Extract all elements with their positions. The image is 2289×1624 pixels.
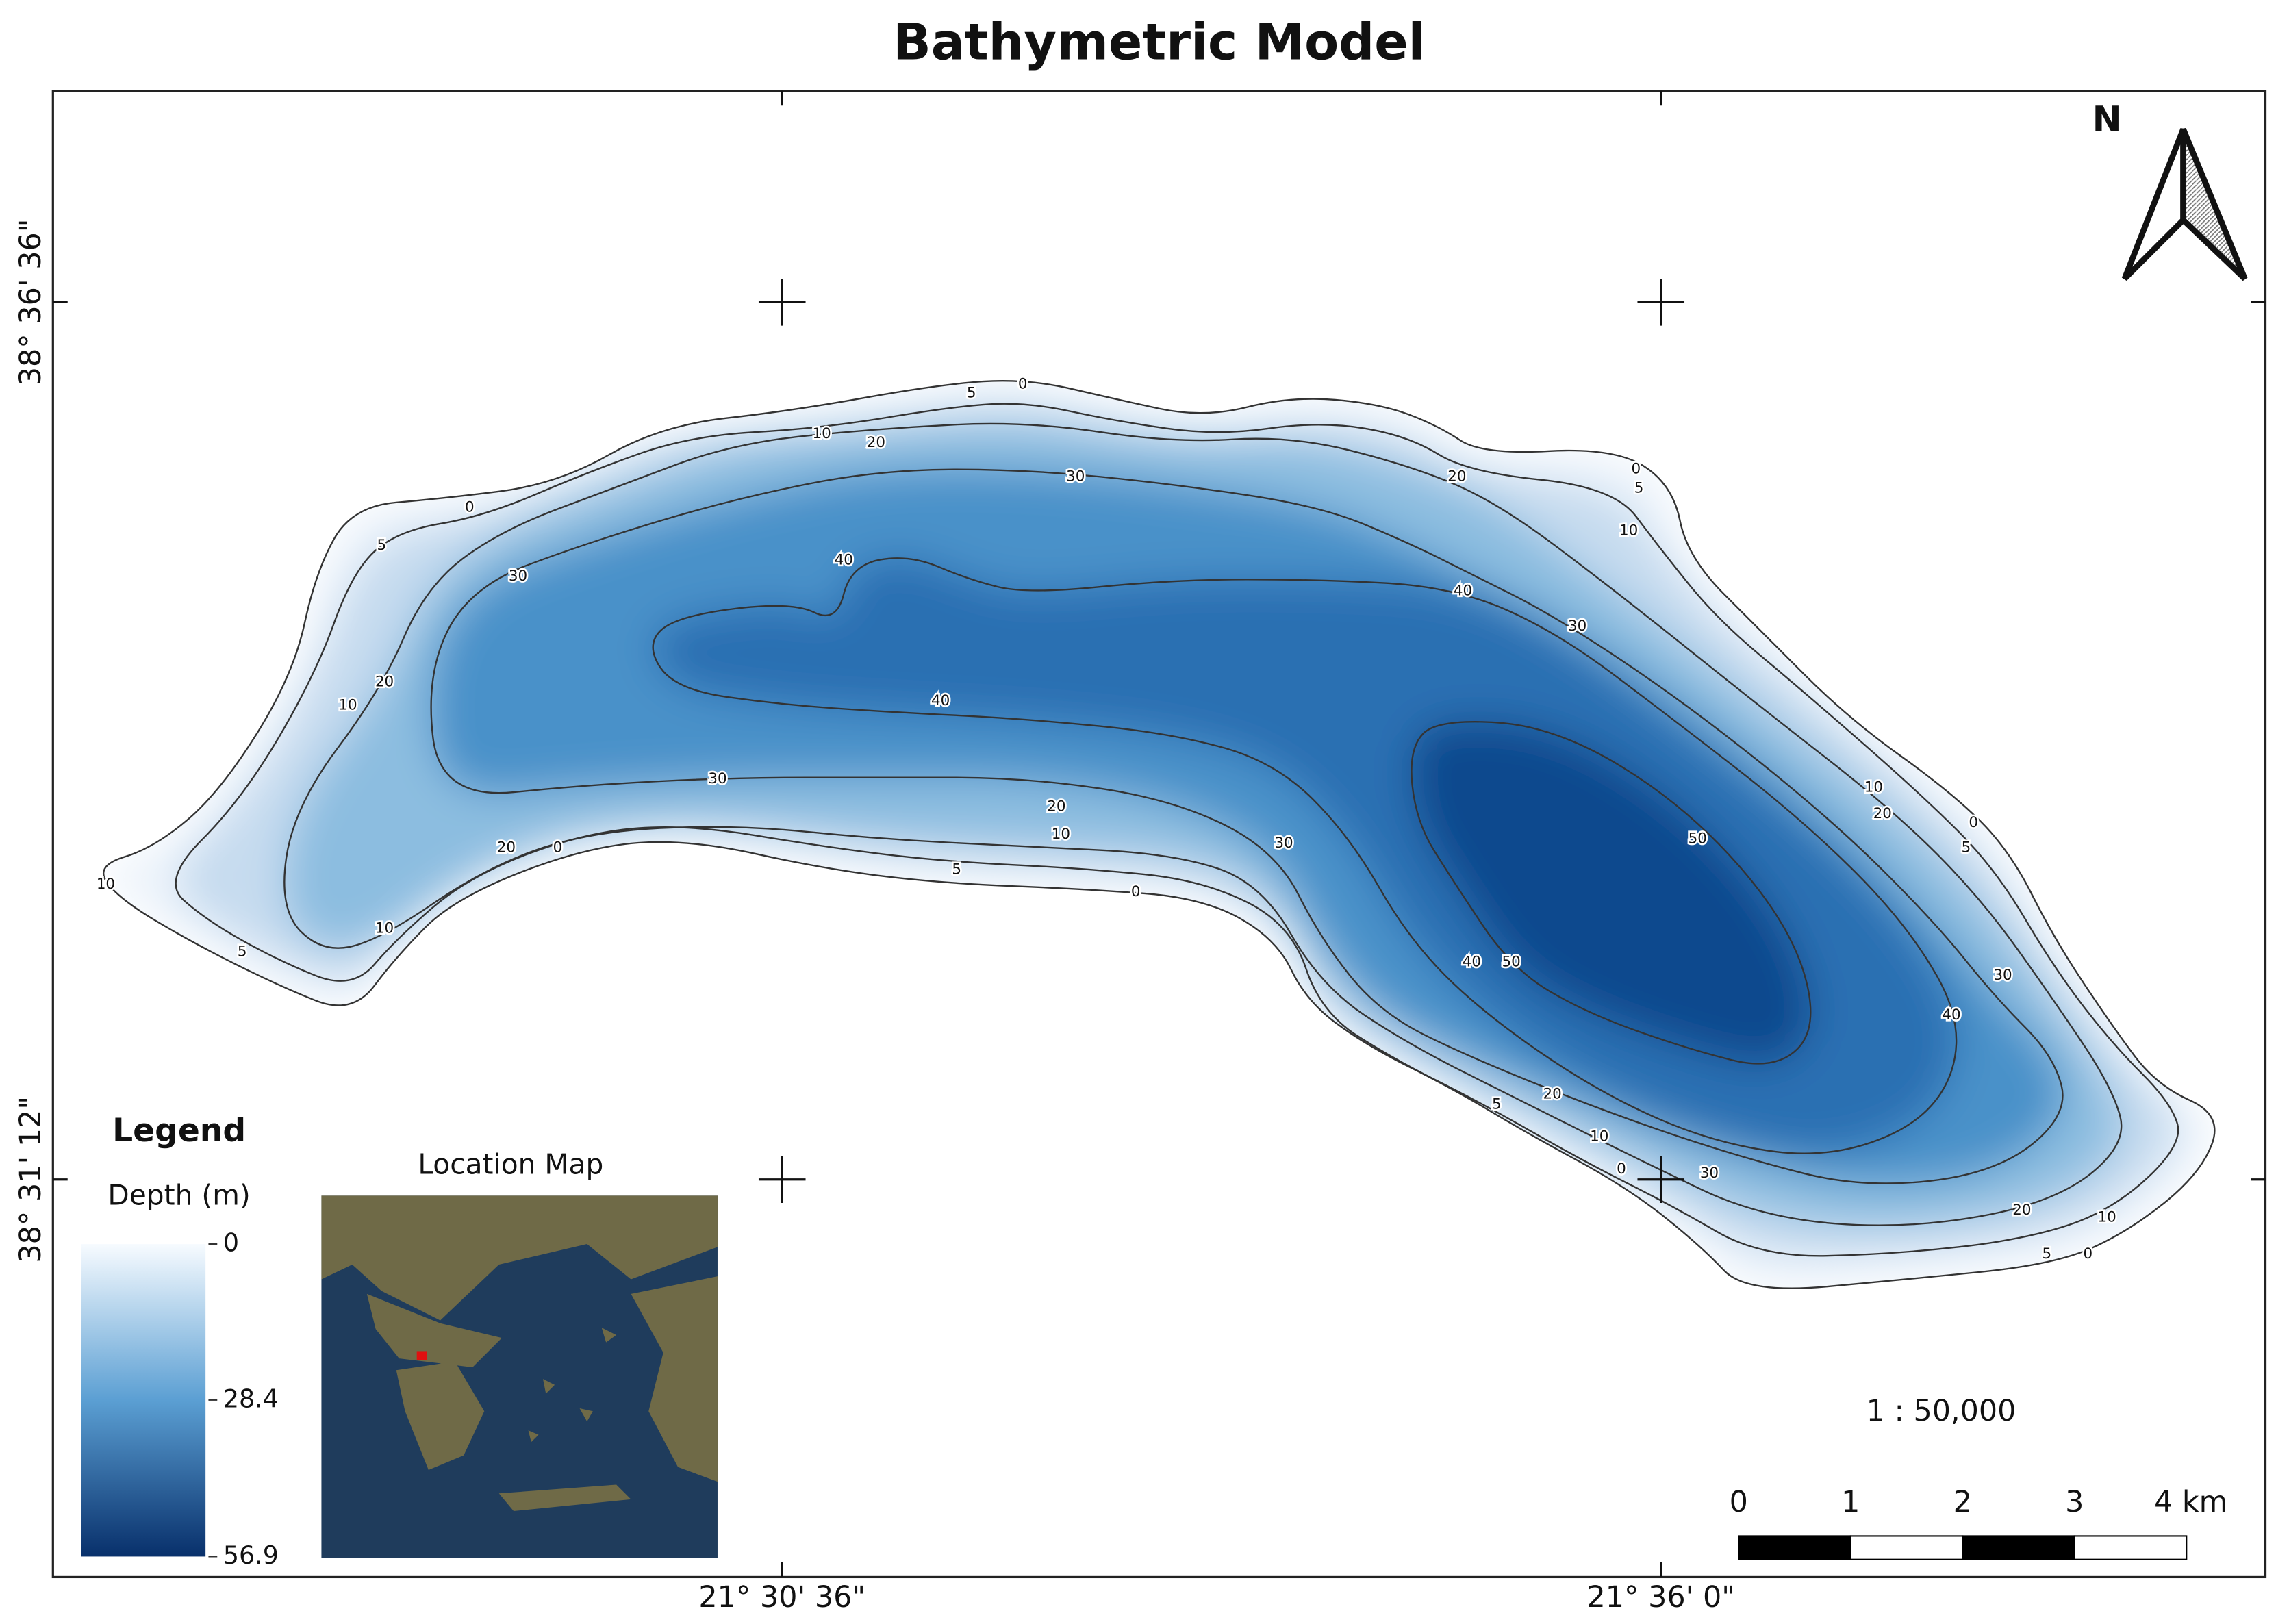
contour-label: 40 (1942, 1006, 1960, 1024)
contour-label: 5 (1492, 1095, 1502, 1113)
contour-label: 50 (1689, 830, 1707, 848)
contour-label: 5 (952, 861, 961, 878)
map-title: Bathymetric Model (893, 13, 1425, 71)
contour-label: 20 (1447, 468, 1466, 485)
contour-line (1411, 721, 1812, 1065)
legend-title: Legend (112, 1112, 246, 1150)
x-coord-label: 21° 36' 0" (1587, 1580, 1735, 1614)
graticule (53, 90, 2266, 1577)
contour-label: 5 (1634, 480, 1644, 497)
y-coord-label: 38° 36' 36" (14, 219, 48, 386)
contour-label: 20 (1047, 798, 1065, 815)
contour-line (430, 468, 2064, 1184)
location-map-title: Location Map (418, 1147, 603, 1180)
legend-label: Depth (m) (108, 1178, 250, 1211)
scale-label: 0 (1730, 1485, 1748, 1519)
contour-label: 10 (338, 697, 357, 714)
contour-label: 10 (375, 919, 394, 937)
contour-label: 40 (931, 692, 950, 709)
legend-tick-label: 0 (223, 1228, 239, 1258)
scale-label: 2 (1953, 1485, 1972, 1519)
scale-ratio: 1 : 50,000 (1867, 1394, 2016, 1428)
contour-label: 0 (553, 839, 563, 856)
depth-zone (1411, 722, 1811, 1064)
contour-label: 10 (1590, 1128, 1608, 1145)
scale-label: 4 km (2154, 1485, 2227, 1519)
contour-label: 30 (1993, 967, 2012, 984)
scale-label: 1 (1841, 1485, 1860, 1519)
contour-label: 0 (1018, 375, 1028, 392)
contour-label: 30 (1274, 835, 1293, 852)
scale: 1 : 50,000 0 1 2 3 4 km (1730, 1394, 2227, 1560)
legend-tick-label: 56.9 (223, 1540, 279, 1570)
north-arrow: N (2092, 99, 2248, 281)
color-ramp (81, 1244, 206, 1557)
contour-label: 10 (812, 425, 831, 442)
scale-segment (1962, 1535, 2075, 1560)
land (321, 1195, 718, 1512)
contour-label: 40 (1454, 583, 1472, 600)
contour-label: 30 (509, 568, 527, 585)
contour-label: 20 (2012, 1202, 2031, 1219)
x-coord-label: 21° 30' 36" (698, 1580, 865, 1614)
contour-line (102, 379, 2216, 1289)
scale-label: 3 (2065, 1485, 2084, 1519)
contour-label: 5 (2042, 1245, 2051, 1263)
contour-label: 10 (2098, 1208, 2116, 1226)
scale-segment (1738, 1535, 1851, 1560)
contour-label: 50 (1502, 954, 1521, 971)
contour-label: 0 (1969, 814, 1978, 831)
legend-tick-label: 28.4 (223, 1384, 279, 1413)
contour-label: 0 (1632, 461, 1641, 478)
scale-segment (2073, 1535, 2188, 1560)
arrow-left (2121, 127, 2186, 281)
contour-label: 5 (377, 537, 386, 554)
contour-line (652, 557, 1958, 1154)
legend: Legend Depth (m) 0 28.4 56.9 (81, 1112, 279, 1570)
contour-line (283, 422, 2123, 1226)
contour-label: 5 (238, 943, 247, 961)
contour-label: 40 (1463, 954, 1481, 971)
contour-label: 30 (1066, 468, 1085, 485)
location-map: Location Map (321, 1147, 718, 1558)
contour-label: 20 (1543, 1085, 1562, 1102)
map-frame (51, 90, 2267, 1579)
depth-shading (103, 381, 2215, 1289)
site-marker (416, 1351, 427, 1360)
contour-label: 40 (835, 552, 853, 569)
contour-label: 20 (497, 839, 516, 856)
contour-label: 20 (867, 434, 885, 451)
contour-label: 0 (1131, 883, 1141, 900)
depth-surface (103, 381, 2215, 1289)
contour-label: 10 (1864, 779, 1883, 796)
contour-label: 0 (1617, 1160, 1626, 1178)
scale-segment (1849, 1535, 1964, 1560)
contour-label: 30 (1568, 618, 1586, 635)
contour-label: 10 (1052, 826, 1070, 843)
contour-label: 30 (708, 770, 726, 787)
contour-label: 20 (375, 673, 394, 690)
contour-label: 30 (1700, 1165, 1719, 1182)
contour-label: 0 (2083, 1245, 2092, 1263)
contour-label: 20 (1873, 805, 1892, 822)
contour-label: 5 (967, 384, 976, 401)
arrow-right (2180, 127, 2248, 281)
contour-label: 0 (465, 498, 475, 516)
y-coord-label: 38° 31' 12" (14, 1096, 48, 1263)
north-label: N (2092, 99, 2122, 140)
contour-line (175, 403, 2179, 1257)
contour-label: 5 (1962, 839, 1971, 856)
contour-label: 10 (97, 876, 115, 893)
contour-label: 10 (1619, 522, 1638, 540)
